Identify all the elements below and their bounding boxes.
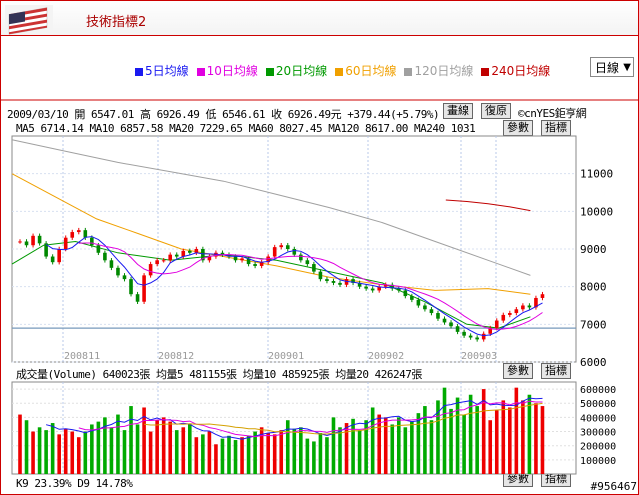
legend-item: 60日均線 [335, 62, 396, 79]
ma-info: MA5 6714.14 MA10 6857.58 MA20 7229.65 MA… [16, 122, 476, 135]
legend-item: 120日均線 [404, 62, 473, 79]
ma-legend: 5日均線 10日均線 20日均線 60日均線 120日均線 240日均線 [135, 62, 558, 78]
legend-label: 60日均線 [345, 64, 397, 78]
legend-label: 5日均線 [145, 64, 189, 78]
volume-indicator-button[interactable]: 指標 [541, 363, 571, 379]
period-select[interactable]: 日線 ▼ [590, 57, 634, 77]
volume-info: 成交量(Volume) 640023張 均量5 481155張 均量10 485… [16, 368, 422, 381]
legend-swatch [404, 67, 413, 76]
draw-line-button[interactable]: 畫線 [443, 103, 473, 119]
copyright-label: ©cnYES鉅亨網 [518, 107, 587, 120]
legend-swatch [135, 67, 143, 76]
price-param-button[interactable]: 參數 [503, 120, 533, 136]
legend-swatch [335, 67, 344, 76]
legend-item: 10日均線 [196, 62, 258, 79]
legend-label: 10日均線 [206, 64, 258, 78]
kd-info: K9 23.39% D9 14.78% [16, 477, 133, 490]
kd-param-button[interactable]: 參數 [503, 471, 533, 487]
legend-item: 20日均線 [265, 62, 328, 79]
legend-label: 120日均線 [414, 64, 474, 78]
price-info: 2009/03/10 開 6547.01 高 6926.49 低 6546.61… [7, 108, 440, 121]
price-indicator-button[interactable]: 指標 [541, 120, 571, 136]
volume-param-button[interactable]: 參數 [503, 363, 533, 379]
restore-button[interactable]: 復原 [481, 103, 511, 119]
legend-swatch [481, 67, 490, 76]
image-id-label: #956467 [590, 480, 637, 493]
legend-item: 5日均線 [135, 62, 189, 79]
legend-label: 240日均線 [491, 64, 551, 78]
page-title: 技術指標2 [86, 15, 147, 30]
chevron-down-icon: ▼ [623, 62, 631, 73]
kd-indicator-button[interactable]: 指標 [541, 471, 571, 487]
flag-icon [5, 5, 53, 35]
legend-swatch [196, 67, 205, 76]
legend-item: 240日均線 [481, 62, 550, 79]
legend-swatch [265, 67, 274, 76]
legend-label: 20日均線 [275, 64, 328, 78]
period-select-value: 日線 [595, 61, 620, 75]
title-bar: 技術指標2 [1, 1, 638, 36]
